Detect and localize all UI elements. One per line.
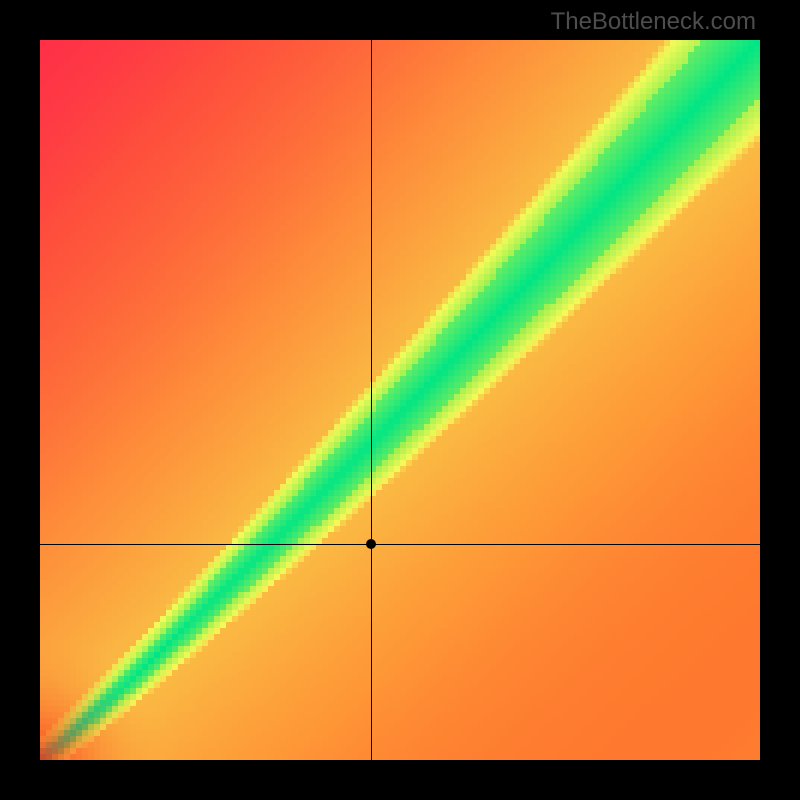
crosshair-horizontal <box>40 544 760 545</box>
bottleneck-heatmap <box>40 40 760 760</box>
watermark-text: TheBottleneck.com <box>551 8 756 36</box>
crosshair-vertical <box>371 40 372 760</box>
chart-container: TheBottleneck.com <box>0 0 800 800</box>
